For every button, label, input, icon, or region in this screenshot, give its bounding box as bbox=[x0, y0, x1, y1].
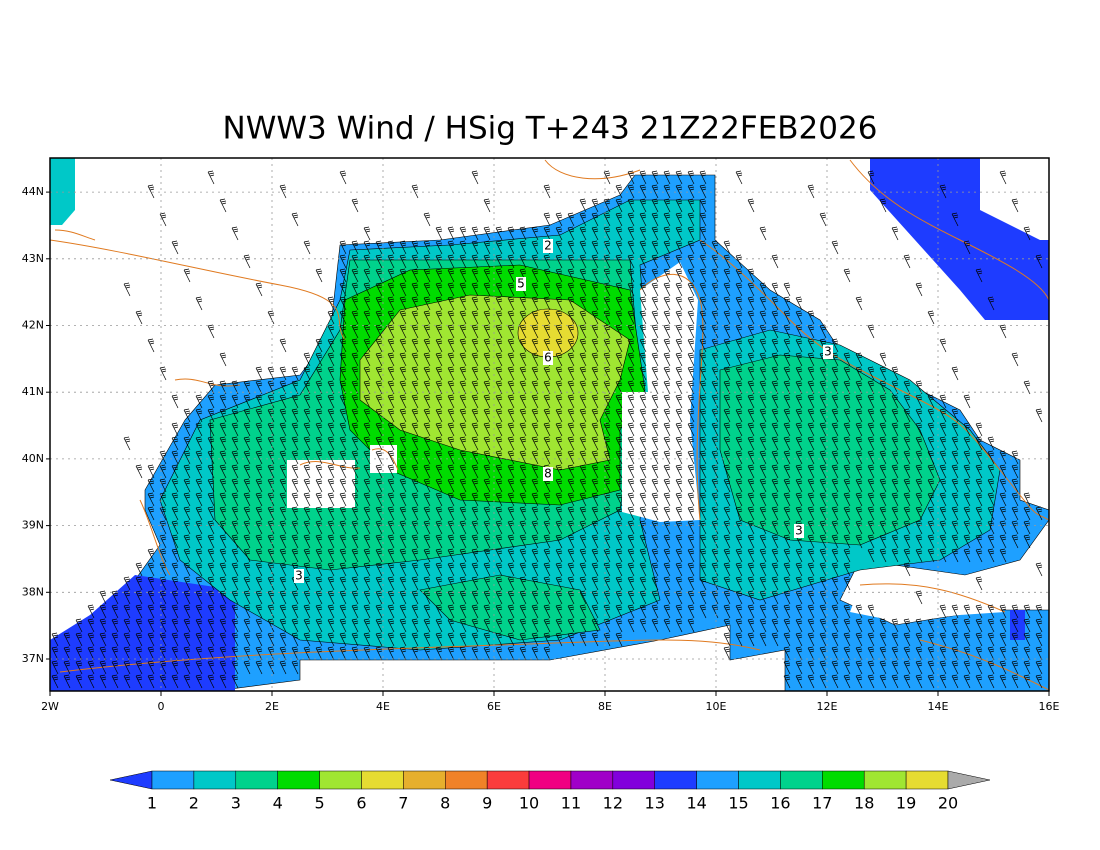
colorbar-label: 1 bbox=[147, 794, 157, 813]
colorbar-box bbox=[612, 770, 655, 790]
y-tick-label: 42N bbox=[22, 319, 44, 332]
x-tick-label: 2W bbox=[41, 700, 59, 713]
contour-labels: 2 5 6 3 8 3 3 bbox=[294, 239, 833, 583]
colorbar-label: 2 bbox=[189, 794, 199, 813]
x-tick-label: 4E bbox=[376, 700, 390, 713]
colorbar-box bbox=[193, 770, 237, 790]
land bbox=[850, 580, 1005, 622]
colorbar-box bbox=[361, 770, 404, 790]
contour-label-box bbox=[794, 524, 804, 538]
colorbar-box bbox=[863, 770, 907, 790]
x-tick-label: 0 bbox=[158, 700, 165, 713]
colorbar-box bbox=[780, 770, 823, 790]
coastline bbox=[50, 159, 1049, 691]
colorbar-label: 19 bbox=[896, 794, 916, 813]
colorbar-label: 17 bbox=[812, 794, 832, 813]
map-frame bbox=[49, 157, 1050, 692]
field-0-1 bbox=[870, 158, 1049, 320]
contour-label: 3 bbox=[824, 345, 832, 359]
colorbar-label: 18 bbox=[854, 794, 874, 813]
contour-label-box bbox=[543, 467, 553, 481]
colorbar-box bbox=[822, 770, 865, 790]
x-tick-label: 6E bbox=[487, 700, 501, 713]
y-tick-label: 41N bbox=[22, 385, 44, 398]
colorbar-box bbox=[905, 770, 949, 790]
colorbar-label: 15 bbox=[728, 794, 748, 813]
colorbar-box bbox=[528, 770, 572, 790]
field-0-1 bbox=[50, 575, 235, 691]
colorbar-label: 7 bbox=[398, 794, 408, 813]
contour-label-box bbox=[516, 277, 526, 291]
field bbox=[50, 158, 1049, 691]
colorbar-label: 20 bbox=[938, 794, 958, 813]
colorbar-label: 11 bbox=[561, 794, 581, 813]
colorbar-box bbox=[738, 770, 781, 790]
colorbar-label: 8 bbox=[440, 794, 450, 813]
colorbar-label: 5 bbox=[314, 794, 324, 813]
colorbar-label: 12 bbox=[603, 794, 623, 813]
colorbar: 1 2 3 4 5 6 7 8 9 10 11 12 13 14 15 16 17 18 19 20 bbox=[109, 770, 991, 813]
contour-label: 2 bbox=[544, 239, 552, 253]
x-tick-label: 12E bbox=[817, 700, 838, 713]
y-tick-label: 39N bbox=[22, 519, 44, 532]
contour-label-box bbox=[294, 569, 304, 583]
land bbox=[287, 460, 355, 508]
colorbar-label: 4 bbox=[273, 794, 283, 813]
colorbar-label: 10 bbox=[519, 794, 539, 813]
contour-label-box bbox=[543, 239, 553, 253]
colorbar-box bbox=[486, 770, 530, 790]
contour-label: 5 bbox=[517, 277, 525, 291]
field-2-3 bbox=[50, 158, 75, 225]
colorbar-box bbox=[696, 770, 739, 790]
colorbar-box bbox=[654, 770, 697, 790]
x-tick-label: 10E bbox=[706, 700, 727, 713]
colorbar-label: 16 bbox=[770, 794, 790, 813]
colorbar-box bbox=[570, 770, 614, 790]
y-tick-label: 40N bbox=[22, 452, 44, 465]
contour-label-box bbox=[823, 345, 833, 359]
grid bbox=[50, 158, 1049, 691]
x-tick-label: 8E bbox=[598, 700, 612, 713]
y-tick-label: 44N bbox=[22, 185, 44, 198]
axes: 2W 0 2E 4E 6E 8E 10E 12E 14E 16E 37N 38N 39N 40N 41N 42… bbox=[22, 185, 1060, 713]
y-tick-label: 37N bbox=[22, 652, 44, 665]
contour-label: 8 bbox=[544, 467, 552, 481]
colorbar-triangle bbox=[947, 770, 991, 790]
colorbar-box bbox=[235, 770, 278, 790]
y-tick-label: 38N bbox=[22, 585, 44, 598]
colorbar-label: 9 bbox=[482, 794, 492, 813]
colorbar-box bbox=[403, 770, 446, 790]
contour-label-box bbox=[543, 351, 553, 365]
y-tick-label: 43N bbox=[22, 252, 44, 265]
colorbar-box bbox=[319, 770, 362, 790]
colorbar-label: 13 bbox=[645, 794, 665, 813]
colorbar-box bbox=[445, 770, 488, 790]
contour-label: 6 bbox=[544, 351, 552, 365]
x-tick-label: 14E bbox=[928, 700, 949, 713]
x-tick-label: 16E bbox=[1039, 700, 1060, 713]
contour-label: 3 bbox=[795, 524, 803, 538]
field-0-1 bbox=[1010, 610, 1025, 640]
colorbar-box bbox=[151, 770, 195, 790]
contour-label: 3 bbox=[295, 569, 303, 583]
colorbar-label: 3 bbox=[231, 794, 241, 813]
colorbar-box bbox=[277, 770, 320, 790]
x-tick-label: 2E bbox=[265, 700, 279, 713]
colorbar-label: 14 bbox=[686, 794, 706, 813]
map-title: NWW3 Wind / HSig T+243 21Z22FEB2026 bbox=[223, 111, 878, 147]
colorbar-label: 6 bbox=[356, 794, 366, 813]
